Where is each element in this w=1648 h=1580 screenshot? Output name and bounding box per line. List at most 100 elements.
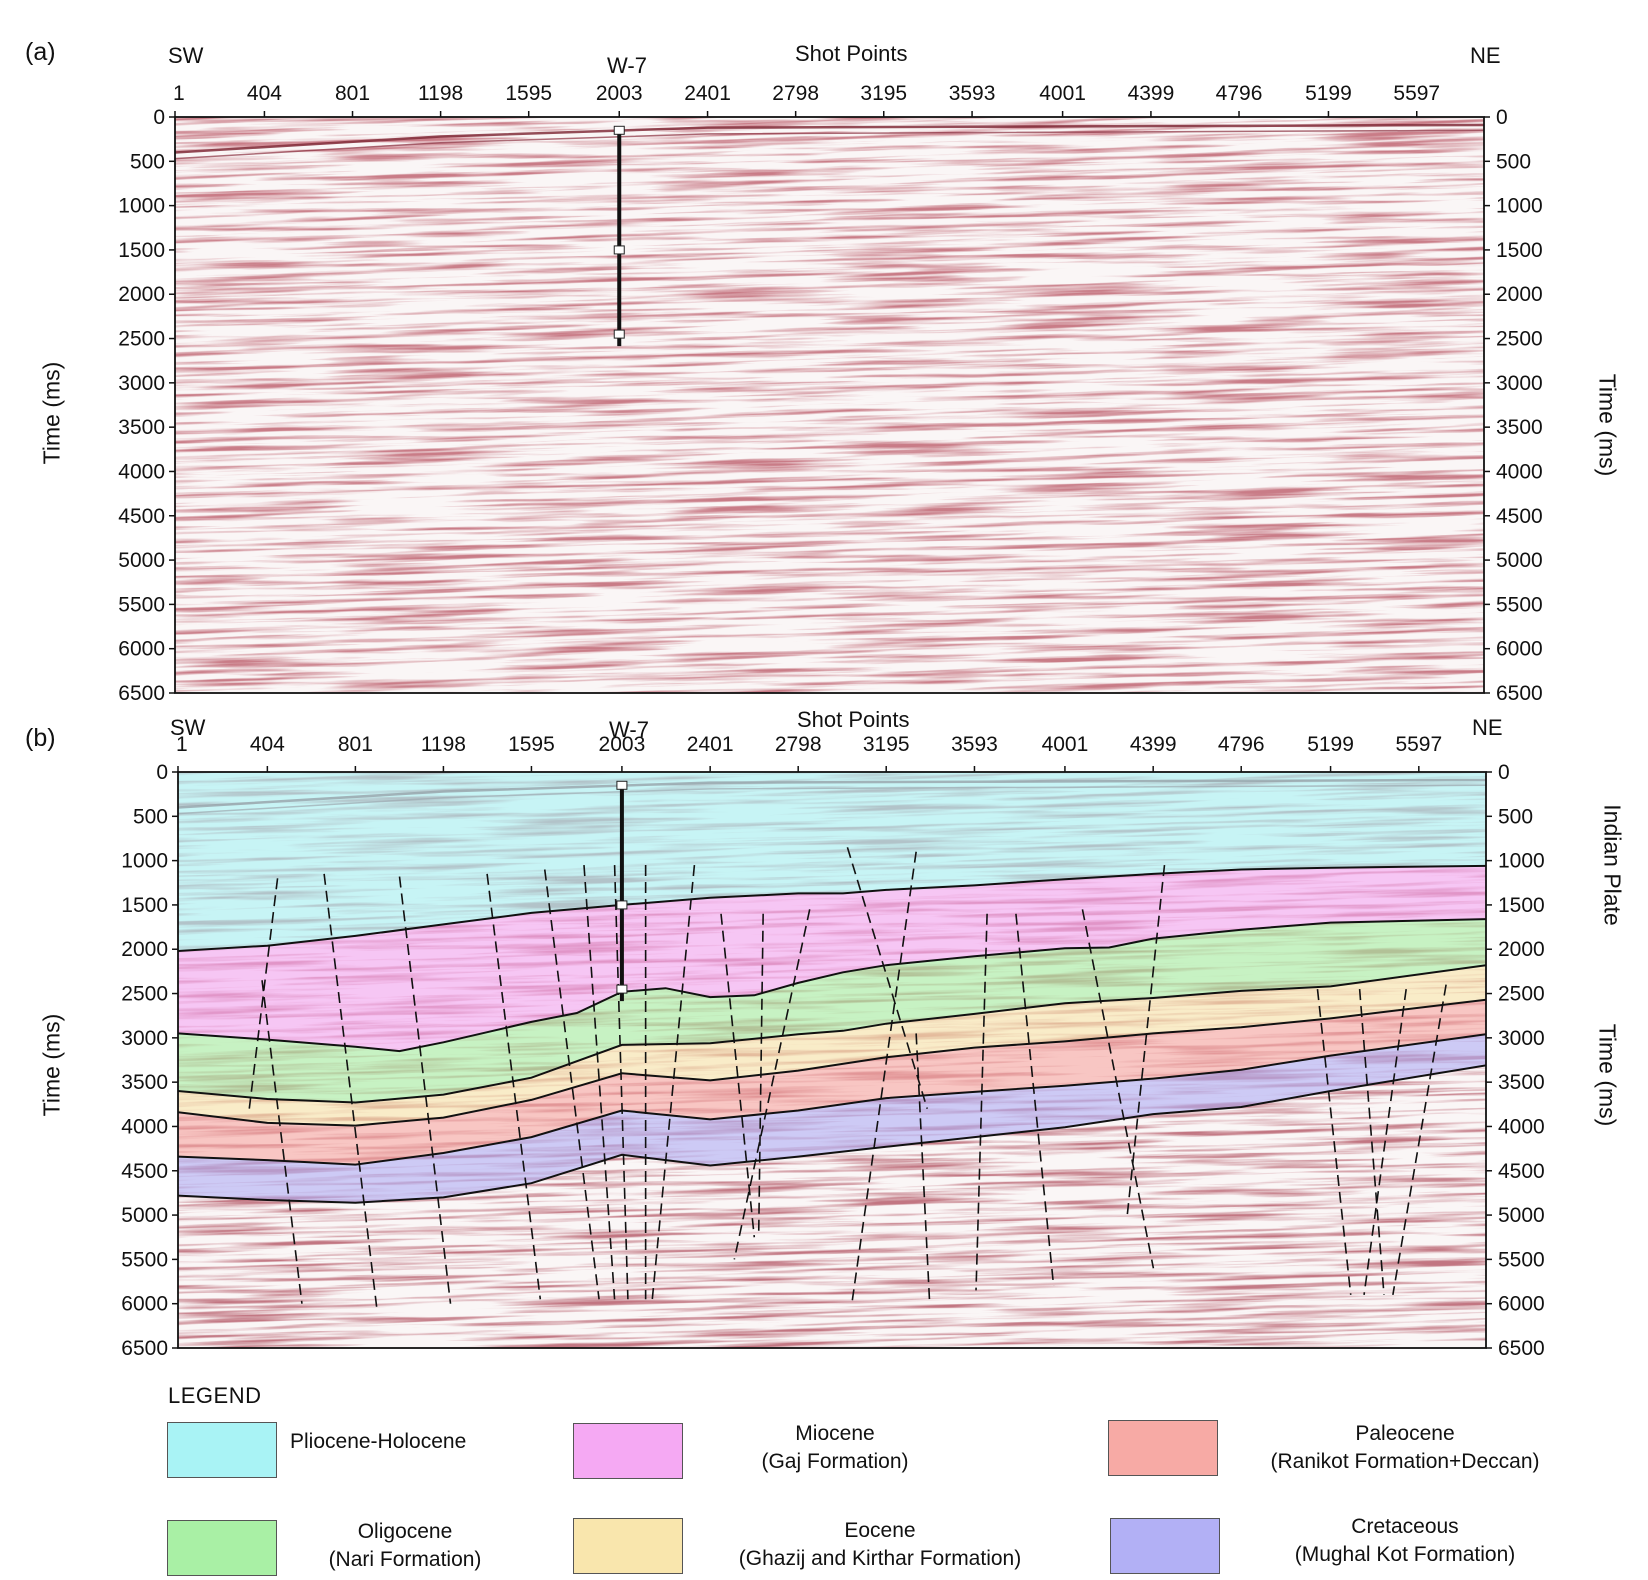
panel-b-plot-area [178,772,1486,1348]
panel-b-well-marker-1 [616,900,628,910]
panel-a-well-marker-1 [613,245,625,255]
panel-a-seafloor-reflector [175,123,1484,154]
panel-a-seismic-texture [175,117,1484,693]
panel-b-shot-label-3: 1198 [421,733,466,756]
panel-a-shot-label-0: 1 [173,82,185,105]
panel-b-shot-label-12: 4796 [1218,733,1265,756]
panel-a-shot-label-12: 4796 [1216,82,1263,105]
panel-a-shot-label-14: 5597 [1393,82,1440,105]
unit-fill-5 [178,1034,1486,1203]
panel-a-shot-label-6: 2401 [684,82,731,105]
panel-a-right-axis-title: Time (ms) [1594,373,1621,477]
fault-line-17 [1015,913,1055,1287]
panel-b-time-label-left-7: 3500 [121,1071,168,1094]
fault-line-2 [323,873,379,1313]
panel-b-time-label-right-11: 5500 [1498,1248,1545,1271]
panel-a-shallow-reflector [175,129,1484,160]
unit-fill-2 [178,919,1486,1103]
panel-b-horizons [178,864,1486,1204]
panel-a-time-label-left-6: 3000 [118,372,165,395]
panel-a-plot-area [175,117,1484,693]
panel-a-time-label-left-0: 0 [153,106,165,129]
legend-sublabel-cretaceous: (Mughal Kot Formation) [1294,1543,1516,1566]
legend-sublabel-oligocene: (Nari Formation) [328,1548,482,1571]
panel-b-ne-label: NE [1472,715,1503,740]
panel-b-time-label-right-4: 2000 [1498,938,1545,961]
legend-label-miocene: Miocene [795,1422,875,1445]
legend-label-cretaceous: Cretaceous [1351,1515,1459,1538]
panel-a-frame [174,116,1485,694]
fault-line-22 [1363,988,1407,1295]
panel-b-time-label-right-2: 1000 [1498,850,1545,873]
panel-a-time-label-right-7: 3500 [1496,416,1543,439]
panel-a-shot-label-13: 5199 [1305,82,1352,105]
fault-line-3 [398,876,452,1304]
unit-fill-4 [178,999,1486,1165]
fault-line-13 [846,847,928,1109]
legend-swatch-oligocene [167,1520,277,1576]
panel-b-faults [247,847,1447,1313]
panel-b-shot-label-0: 1 [176,733,188,756]
panel-a-time-label-right-2: 1000 [1496,195,1543,218]
panel-b-time-label-right-13: 6500 [1498,1337,1545,1360]
panel-b-time-label-left-2: 1000 [121,850,168,873]
legend-label-paleocene: Paleocene [1355,1422,1455,1445]
panel-b-time-label-left-11: 5500 [121,1248,168,1271]
panel-a-time-label-right-6: 3000 [1496,372,1543,395]
panel-a-time-label-right-3: 1500 [1496,239,1543,262]
panel-b-shot-label-11: 4399 [1130,733,1177,756]
panel-a-time-label-right-13: 6500 [1496,682,1543,705]
panel-b-time-label-left-3: 1500 [121,894,168,917]
panel-a-time-label-right-9: 4500 [1496,505,1543,528]
fault-line-19 [1125,864,1166,1220]
fault-line-12 [733,909,811,1260]
panel-b-time-label-left-6: 3000 [121,1027,168,1050]
fault-line-16 [975,913,988,1291]
panel-b-time-label-right-12: 6000 [1498,1293,1545,1316]
panel-a-time-label-right-0: 0 [1496,106,1508,129]
panel-b-time-label-right-1: 500 [1498,805,1533,828]
unit-fill-3 [178,965,1486,1126]
panel-a-time-label-right-5: 2500 [1496,328,1543,351]
unit-fill-1 [178,865,1486,1052]
panel-b-time-label-left-0: 0 [156,761,168,784]
panel-a-sw-label: SW [168,43,204,68]
panel-a-time-label-left-5: 2500 [118,328,165,351]
panel-a-left-axis-title: Time (ms) [38,361,65,465]
panel-b-time-label-left-1: 500 [133,805,168,828]
panel-b-time-label-left-9: 4500 [121,1160,168,1183]
panel-a-time-label-right-1: 500 [1496,150,1531,173]
panel-a-well-label: W-7 [607,53,647,78]
panel-a-time-label-left-11: 5500 [118,593,165,616]
panel-a-shot-label-9: 3593 [949,82,996,105]
panel-a-time-label-left-3: 1500 [118,239,165,262]
horizon-line-2 [178,964,1486,1104]
panel-b-time-label-left-8: 4000 [121,1115,168,1138]
legend-sublabel-miocene: (Gaj Formation) [761,1450,909,1473]
fault-line-23 [1392,984,1447,1295]
panel-a-time-label-left-7: 3500 [118,416,165,439]
panel-b-well-marker-2 [616,984,628,994]
horizon-line-3 [178,998,1486,1127]
panel-a-shot-label-3: 1198 [418,82,463,105]
panel-b-shot-label-4: 1595 [508,733,555,756]
panel-a-ne-label: NE [1470,43,1501,68]
fault-line-0 [247,878,279,1114]
panel-b-left-axis-title: Time (ms) [38,1013,65,1117]
legend-sublabel-eocene: (Ghazij and Kirthar Formation) [738,1547,1022,1570]
panel-b-time-label-left-12: 6000 [121,1293,168,1316]
fault-line-18 [1081,909,1155,1269]
panel-a-shot-label-8: 3195 [860,82,907,105]
fault-line-1 [261,980,303,1304]
panel-b-shot-label-5: 2003 [599,733,646,756]
fault-line-5 [543,869,600,1300]
panel-b-time-label-right-0: 0 [1498,761,1510,784]
panel-a-well-marker-0 [613,125,625,135]
legend-label-oligocene: Oligocene [357,1520,453,1543]
panel-a-time-label-left-8: 4000 [118,460,165,483]
panel-b-stratigraphic-units [178,772,1486,1203]
fault-line-9 [651,864,696,1300]
panel-a-time-label-left-9: 4500 [118,505,165,528]
